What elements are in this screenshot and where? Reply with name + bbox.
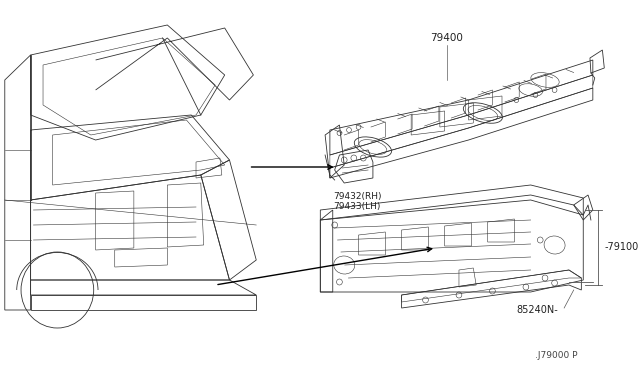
Text: 79400: 79400 <box>430 33 463 43</box>
Text: 79432(RH)
79433(LH): 79432(RH) 79433(LH) <box>333 192 381 211</box>
Text: 85240N-: 85240N- <box>516 305 558 315</box>
Text: .J79000 P: .J79000 P <box>536 350 578 359</box>
Text: -79100: -79100 <box>604 242 639 252</box>
